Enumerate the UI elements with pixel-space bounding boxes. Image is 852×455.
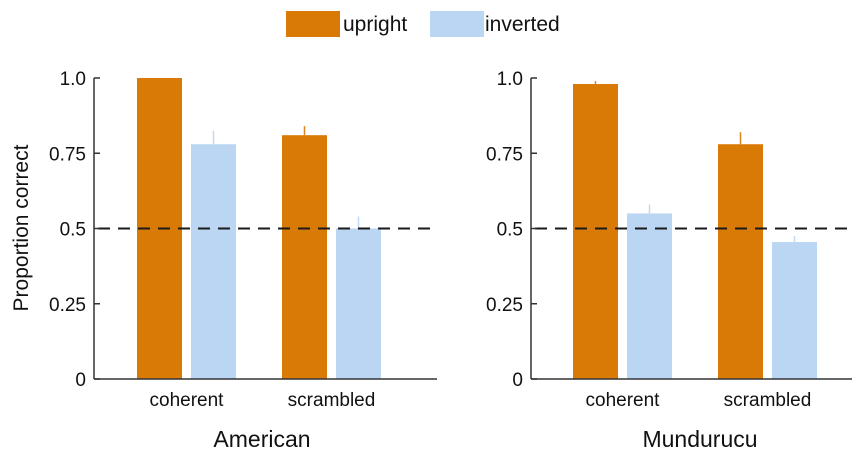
- bar-inverted-scrambled: [336, 228, 381, 379]
- legend-swatch-inverted: [430, 11, 484, 37]
- y-tick-label: 0.5: [60, 220, 86, 241]
- bar-inverted-coherent: [191, 144, 236, 379]
- y-tick-label: 0.75: [486, 144, 523, 165]
- bar-inverted-scrambled: [772, 242, 817, 379]
- y-tick-label: 1.0: [497, 69, 523, 90]
- y-tick-label: 0.25: [49, 295, 86, 316]
- bar-upright-scrambled: [282, 135, 327, 379]
- y-tick-label: 0: [512, 370, 523, 391]
- chart-panel-mundurucu: 0 0.25 0.5 0.75 1.0 coherent scrambled Munduruc…: [486, 69, 852, 452]
- y-tick-label: 0.75: [49, 144, 86, 165]
- bar-upright-scrambled: [718, 144, 763, 379]
- bar-upright-coherent: [573, 84, 618, 380]
- chart-panel-american: 0 0.25 0.5 0.75 1.0 coherent scrambled American…: [10, 69, 437, 452]
- legend: upright inverted: [286, 11, 560, 37]
- panel-title: Mundurucu: [642, 426, 757, 452]
- legend-label-inverted: inverted: [485, 13, 560, 36]
- x-tick-label: scrambled: [724, 390, 812, 411]
- legend-label-upright: upright: [343, 13, 407, 36]
- y-tick-label: 0.25: [486, 295, 523, 316]
- x-tick-label: scrambled: [288, 390, 376, 411]
- x-tick-label: coherent: [150, 390, 225, 411]
- y-axis-label: Proportion correct: [10, 144, 33, 311]
- y-tick-label: 1.0: [60, 69, 86, 90]
- y-tick-label: 0: [75, 370, 86, 391]
- panel-title: American: [213, 426, 310, 452]
- bar-inverted-coherent: [627, 213, 672, 379]
- legend-swatch-upright: [286, 11, 340, 37]
- y-tick-label: 0.5: [497, 220, 523, 241]
- x-tick-label: coherent: [586, 390, 661, 411]
